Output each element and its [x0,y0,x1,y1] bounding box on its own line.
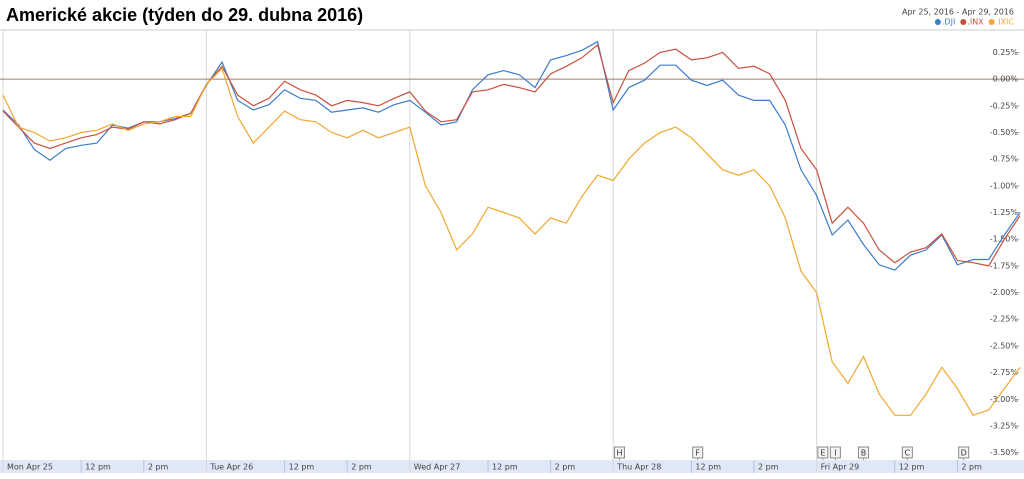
x-tick-label: Thu Apr 28 [616,463,661,472]
x-tick-label: 12 pm [85,463,111,472]
y-tick-label: -3.50% [990,448,1019,457]
y-tick-label: 0.25% [993,48,1019,57]
x-tick-label: 12 pm [289,463,315,472]
y-tick-label: -2.25% [990,315,1019,324]
x-tick-label: Wed Apr 27 [414,463,461,472]
legend-marker [960,19,967,25]
chart-title: Americké akcie (týden do 29. dubna 2016) [6,5,363,25]
annotation-label: B [861,449,867,458]
y-tick-label: -0.25% [990,101,1019,110]
legend-marker [934,19,941,25]
annotation-label: E [820,449,825,458]
y-tick-label: -2.75% [990,368,1019,377]
x-tick-label: Fri Apr 29 [821,463,860,472]
y-tick-label: 0.00% [993,75,1019,84]
annotation-box [901,446,913,459]
x-tick-label: 12 pm [492,463,518,472]
legend-label: .DJI [942,18,955,27]
annotation-label: H [616,449,622,458]
x-tick-label: 12 pm [695,463,721,472]
legend-label: .IXIC [996,18,1015,27]
x-tick-label: Mon Apr 25 [7,463,53,472]
legend-label: .INX [967,18,984,27]
y-tick-label: -3.00% [990,395,1019,404]
y-tick-label: -0.75% [990,155,1019,164]
y-tick-label: -2.50% [990,341,1019,350]
y-tick-label: -1.75% [990,261,1019,270]
x-tick-label: 2 pm [961,463,982,472]
annotation-label: I [834,449,836,458]
x-axis-band [0,460,1024,473]
y-tick-label: -2.00% [990,288,1019,297]
annotation-box [829,446,841,459]
x-tick-label: 2 pm [555,463,576,472]
annotation-box [692,446,704,459]
x-tick-label: 2 pm [758,463,779,472]
date-range: Apr 25, 2016 - Apr 29, 2016 [902,8,1014,17]
annotation-box [613,446,625,459]
y-tick-label: -0.50% [990,128,1019,137]
legend-marker [988,19,995,25]
y-tick-label: -3.25% [990,421,1019,430]
x-tick-label: 12 pm [899,463,925,472]
x-tick-label: Tue Apr 26 [209,463,253,472]
series-line [2,43,1021,267]
x-tick-label: 2 pm [351,463,372,472]
series-line [2,67,1021,417]
annotation-label: C [905,449,911,458]
annotation-label: D [961,449,967,458]
x-tick-label: 2 pm [148,463,169,472]
y-tick-label: -1.25% [990,208,1019,217]
annotation-label: F [695,449,700,458]
annotation-box [817,446,829,459]
annotation-box [958,446,970,459]
series-line [2,40,1021,271]
y-tick-label: -1.00% [990,181,1019,190]
annotation-box [858,446,870,459]
